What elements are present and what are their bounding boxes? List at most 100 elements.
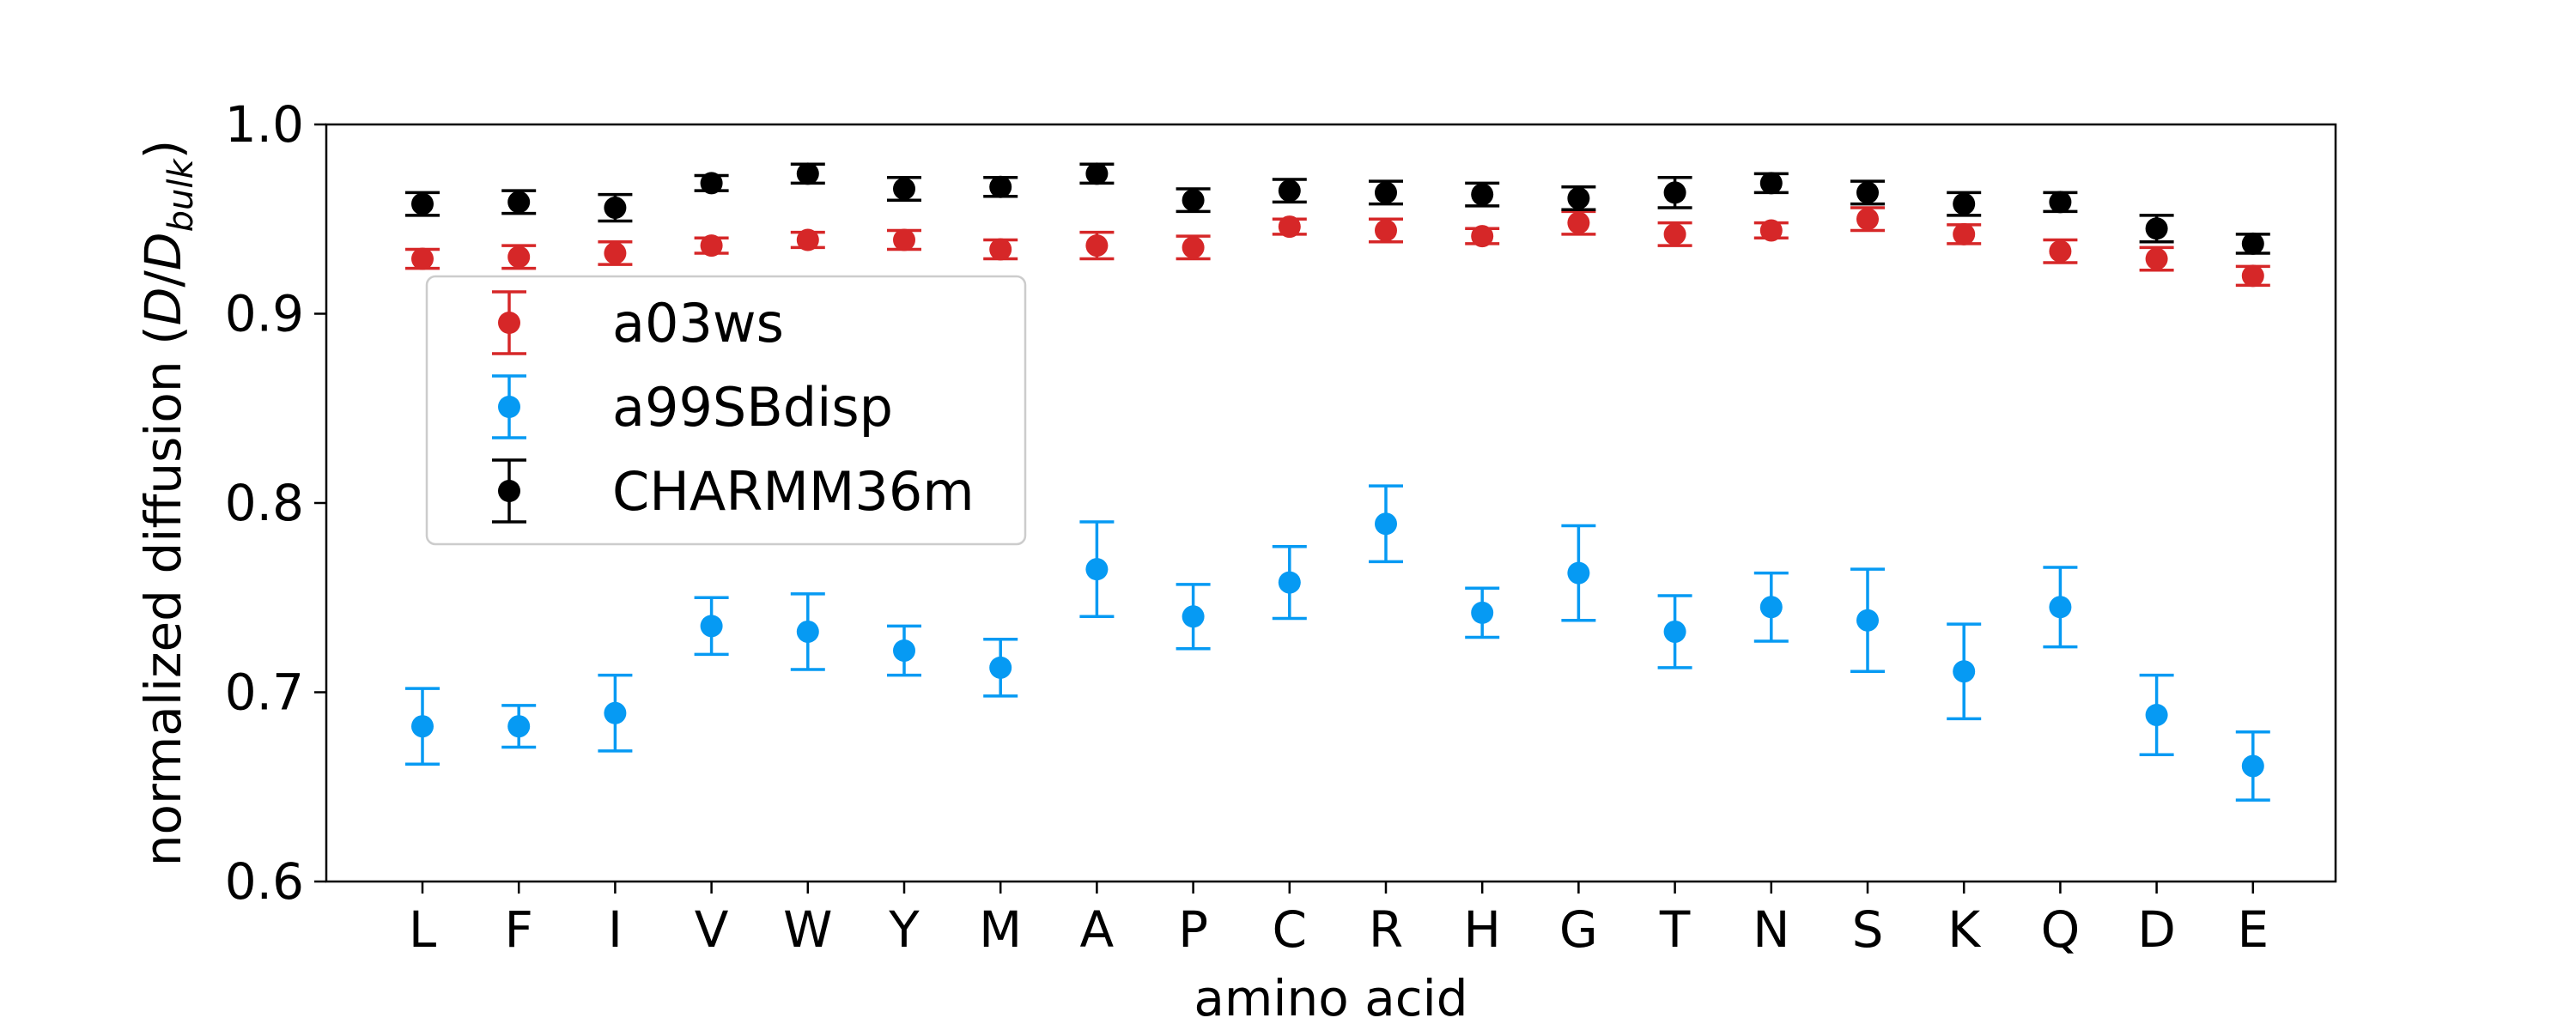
data-point <box>604 241 627 264</box>
data-point <box>1471 225 1494 248</box>
data-point <box>893 228 915 251</box>
data-point <box>1567 561 1590 585</box>
data-point <box>1759 219 1783 242</box>
data-point <box>796 228 819 251</box>
data-point <box>604 701 627 724</box>
data-point <box>1085 558 1109 581</box>
data-point <box>1759 596 1783 619</box>
x-tick-label: K <box>1947 900 1982 959</box>
x-tick-label: P <box>1178 900 1208 959</box>
data-point <box>1953 192 1976 215</box>
x-tick-label: M <box>979 900 1022 959</box>
plot-marks <box>405 162 2270 802</box>
x-tick-label: G <box>1559 900 1598 959</box>
data-point <box>507 715 531 738</box>
data-point <box>1856 181 1879 204</box>
data-point <box>1471 183 1494 206</box>
data-point <box>1856 609 1879 632</box>
data-point <box>1182 605 1205 628</box>
y-tick-label: 0.9 <box>225 285 304 343</box>
data-point <box>1182 236 1205 259</box>
y-tick-label: 0.6 <box>225 852 304 911</box>
x-tick-label: R <box>1369 900 1403 959</box>
data-point <box>1567 186 1590 209</box>
data-point <box>411 192 434 215</box>
x-tick-label: N <box>1753 900 1789 959</box>
x-tick-label: W <box>783 900 832 959</box>
data-point <box>893 639 915 662</box>
x-tick-label: V <box>695 900 729 959</box>
series-a99SBdisp <box>405 484 2270 802</box>
data-point <box>1278 571 1301 594</box>
data-point <box>604 197 627 220</box>
y-tick-label: 0.8 <box>225 474 304 532</box>
data-point <box>1663 181 1686 204</box>
data-point <box>2049 596 2072 619</box>
data-point <box>893 177 915 200</box>
data-point <box>1663 222 1686 245</box>
x-tick-label: E <box>2237 900 2269 959</box>
legend-entry: CHARMM36m <box>492 458 975 524</box>
x-tick-label: S <box>1852 900 1884 959</box>
series-CHARMM36m <box>405 162 2270 255</box>
x-tick-label: A <box>1080 900 1115 959</box>
legend-entry: a03ws <box>492 290 784 355</box>
legend-label: CHARMM36m <box>612 460 975 523</box>
data-point <box>2145 703 2168 726</box>
legend-entry: a99SBdisp <box>492 374 893 439</box>
data-point <box>507 245 531 269</box>
data-point <box>989 656 1012 679</box>
y-tick-label: 0.7 <box>225 663 304 722</box>
data-point <box>411 247 434 270</box>
y-axis-label: normalized diffusion (D/Dbulk) <box>134 140 201 867</box>
data-point <box>700 615 723 638</box>
y-axis-ticks: 0.6 0.7 0.8 0.9 1.0 <box>225 95 326 911</box>
data-point <box>989 175 1012 198</box>
data-point <box>507 191 531 214</box>
data-point <box>1471 601 1494 624</box>
data-point <box>2241 754 2264 778</box>
data-point <box>2145 247 2168 270</box>
x-tick-label: F <box>505 900 533 959</box>
series-a03ws <box>405 206 2270 288</box>
data-point <box>2241 232 2264 255</box>
data-point <box>2145 217 2168 240</box>
x-tick-label: I <box>608 900 623 959</box>
data-point <box>1953 660 1976 683</box>
data-point <box>2049 239 2072 263</box>
x-tick-label: L <box>409 900 436 959</box>
x-tick-label: T <box>1659 900 1691 959</box>
data-point <box>2049 191 2072 214</box>
data-point <box>700 234 723 258</box>
legend-frame <box>425 275 1027 546</box>
legend-marker <box>498 396 520 418</box>
data-point <box>411 715 434 738</box>
data-point <box>1085 162 1109 185</box>
legend-marker <box>498 312 520 334</box>
x-tick-label: H <box>1463 900 1501 959</box>
data-point <box>700 172 723 195</box>
data-point <box>1759 172 1783 195</box>
data-point <box>1182 189 1205 212</box>
data-point <box>796 162 819 185</box>
x-axis-label: amino acid <box>1194 969 1467 1027</box>
data-point <box>2241 264 2264 288</box>
data-point <box>1375 512 1397 536</box>
x-tick-label: D <box>2137 900 2176 959</box>
data-point <box>989 238 1012 261</box>
legend-label: a03ws <box>612 292 784 354</box>
legend: a03ws a99SBdisp CHARMM36m <box>425 275 1027 546</box>
data-point <box>1663 620 1686 643</box>
data-point <box>1375 219 1397 242</box>
data-point <box>796 620 819 643</box>
y-tick-label: 1.0 <box>225 95 304 154</box>
data-point <box>1953 222 1976 245</box>
data-point <box>1375 181 1397 204</box>
data-point <box>1278 179 1301 203</box>
data-point <box>1567 211 1590 234</box>
x-tick-label: C <box>1273 900 1308 959</box>
x-tick-label: Y <box>888 900 920 959</box>
data-point <box>1085 234 1109 258</box>
data-point <box>1856 208 1879 231</box>
